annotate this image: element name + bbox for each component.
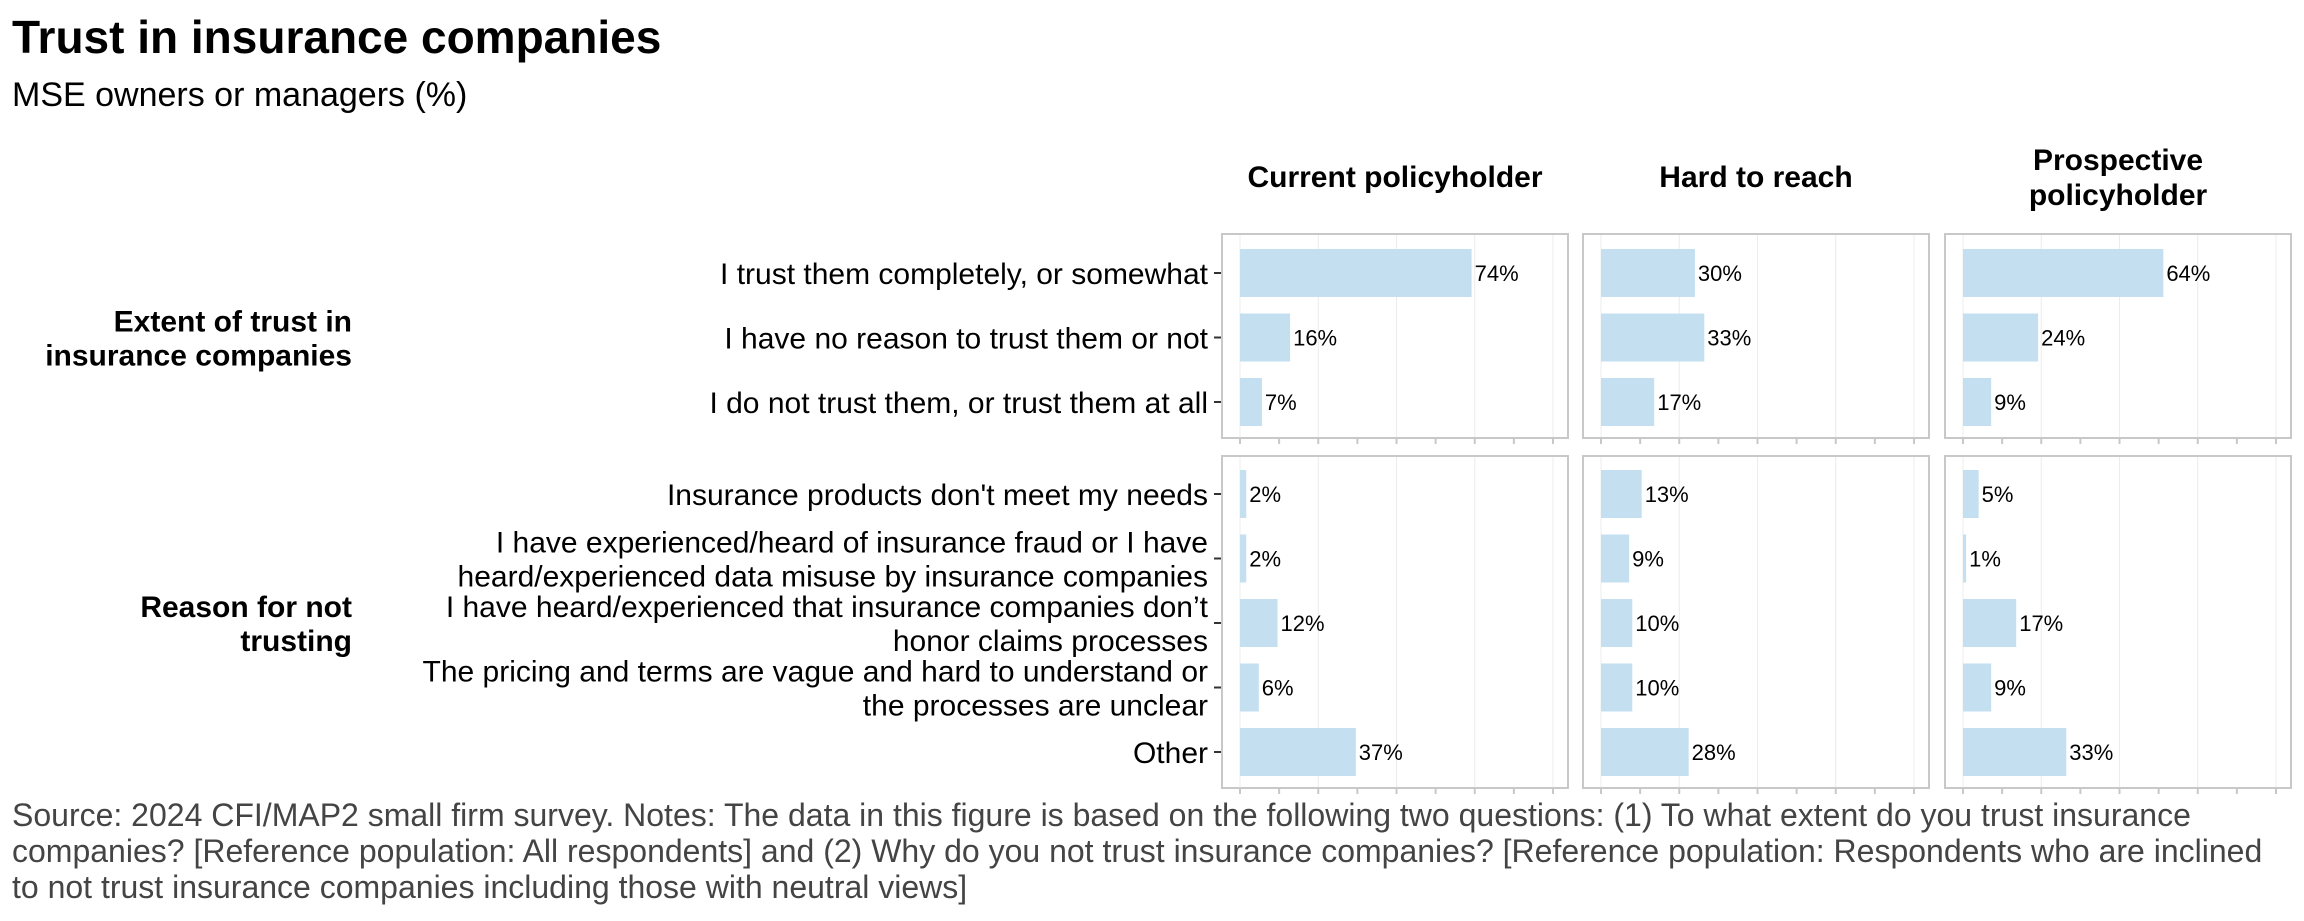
bar [1240, 663, 1259, 712]
category-label: heard/experienced data misuse by insuran… [458, 561, 1208, 594]
bar [1601, 663, 1633, 712]
data-label: 17% [2019, 611, 2063, 636]
category-label: Other [1133, 737, 1208, 770]
chart-subtitle: MSE owners or managers (%) [12, 76, 468, 114]
data-label: 2% [1249, 547, 1281, 572]
bar [1601, 470, 1642, 518]
data-label: 30% [1698, 261, 1742, 286]
data-label: 9% [1994, 676, 2026, 701]
data-label: 24% [2041, 326, 2085, 351]
bar [1963, 728, 2067, 776]
data-label: 12% [1281, 611, 1325, 636]
data-label: 16% [1293, 326, 1337, 351]
group-label: insurance companies [45, 340, 352, 373]
facet-title: Current policyholder [1247, 161, 1542, 194]
data-label: 6% [1262, 676, 1294, 701]
facet-title: policyholder [2029, 179, 2208, 212]
data-label: 1% [1969, 547, 2001, 572]
bar [1963, 470, 1979, 518]
category-label: I do not trust them, or trust them at al… [709, 387, 1208, 420]
category-label: I trust them completely, or somewhat [720, 258, 1209, 291]
bar [1240, 534, 1247, 583]
data-label: 28% [1692, 740, 1736, 765]
group-label: Extent of trust in [114, 306, 352, 339]
category-label: I have heard/experienced that insurance … [446, 591, 1209, 624]
bar [1963, 249, 2164, 297]
data-label: 2% [1249, 482, 1281, 507]
data-label: 17% [1657, 390, 1701, 415]
data-label: 10% [1635, 676, 1679, 701]
chart-title: Trust in insurance companies [12, 11, 662, 63]
bar [1601, 534, 1630, 583]
category-label: I have no reason to trust them or not [724, 323, 1208, 356]
bar [1240, 728, 1356, 776]
bar [1601, 313, 1705, 362]
facet-title: Prospective [2033, 144, 2203, 177]
group-label: Reason for not [140, 591, 352, 624]
data-label: 33% [2069, 740, 2113, 765]
chart-caption: Source: 2024 CFI/MAP2 small firm survey.… [12, 797, 2263, 905]
category-label: honor claims processes [893, 625, 1208, 658]
bar [1240, 599, 1278, 647]
bar [1240, 313, 1291, 362]
faceted-bar-chart: Current policyholder Hard to reach Prospec… [45, 144, 2292, 794]
bar [1963, 663, 1992, 712]
data-label: 9% [1632, 547, 1664, 572]
data-label: 10% [1635, 611, 1679, 636]
bar [1601, 378, 1655, 426]
group-label: trusting [240, 625, 352, 658]
data-label: 5% [1982, 482, 2014, 507]
bar [1240, 470, 1247, 518]
data-label: 33% [1707, 326, 1751, 351]
data-label: 64% [2166, 261, 2210, 286]
data-label: 37% [1359, 740, 1403, 765]
category-label: I have experienced/heard of insurance fr… [496, 527, 1208, 560]
data-label: 9% [1994, 390, 2026, 415]
bar [1963, 378, 1992, 426]
category-label: Insurance products don't meet my needs [667, 479, 1208, 512]
bar [1240, 378, 1262, 426]
bar [1963, 313, 2039, 362]
data-label: 13% [1645, 482, 1689, 507]
data-label: 7% [1265, 390, 1297, 415]
bar [1963, 599, 2017, 647]
bar [1601, 249, 1695, 297]
category-label: The pricing and terms are vague and hard… [423, 656, 1208, 689]
bar [1601, 599, 1633, 647]
category-label: the processes are unclear [863, 690, 1208, 723]
data-label: 74% [1475, 261, 1519, 286]
bar [1601, 728, 1689, 776]
bar [1963, 534, 1967, 583]
facet-title: Hard to reach [1659, 161, 1852, 194]
bar [1240, 249, 1472, 297]
